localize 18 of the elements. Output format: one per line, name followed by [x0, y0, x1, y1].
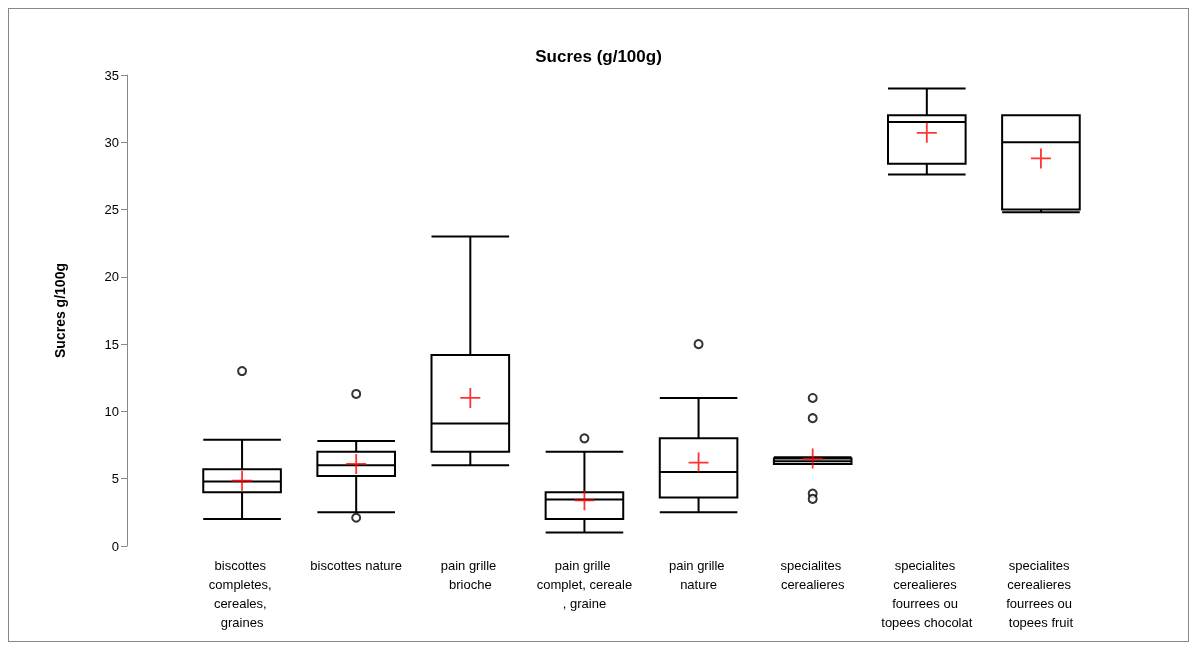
y-axis-title: Sucres g/100g	[52, 263, 68, 358]
x-tick-label: pain grille nature	[668, 558, 729, 592]
y-tick-label: 0	[111, 538, 119, 554]
x-tick-label: pain grille brioche	[440, 558, 500, 592]
y-tick-label: 10	[104, 403, 119, 419]
y-tick-label: 15	[104, 336, 119, 352]
x-tick-label: biscottes nature	[310, 558, 403, 573]
y-tick-label: 20	[104, 269, 119, 285]
x-tick-label: specialites cerealieres fourrees ou topees chocolat	[881, 558, 973, 630]
y-tick-label: 5	[111, 471, 119, 487]
x-tick-label: pain grille complet, cereale, graine	[536, 558, 633, 611]
x-tick-label: specialites cerealieres	[780, 558, 845, 592]
y-tick-label: 30	[104, 134, 119, 150]
x-tick-label: biscottes completes, cereales, graines	[208, 558, 276, 630]
y-tick-label: 25	[104, 202, 119, 218]
x-tick-label: specialites cerealieres fourrees ou topees fruit	[1006, 558, 1076, 630]
y-tick-label: 35	[104, 67, 119, 83]
chart-title: Sucres (g/100g)	[535, 47, 662, 66]
